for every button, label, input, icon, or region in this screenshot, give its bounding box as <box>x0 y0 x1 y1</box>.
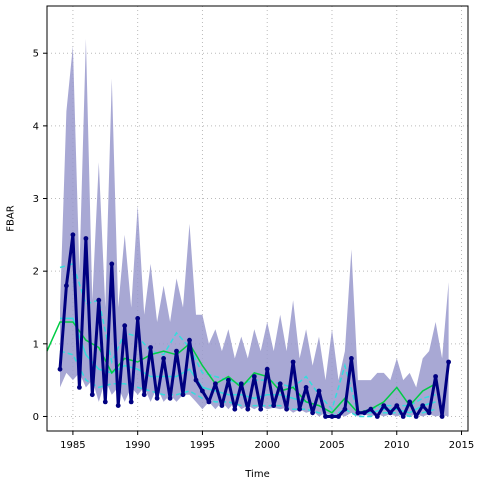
x-tick-label: 1985 <box>60 440 85 451</box>
estimate-point <box>413 414 419 419</box>
estimate-point <box>381 403 387 408</box>
estimate-point <box>374 414 380 419</box>
estimate-point <box>316 388 322 394</box>
estimate-point <box>394 403 400 408</box>
estimate-point <box>251 374 257 379</box>
x-tick-label: 2015 <box>449 440 474 451</box>
estimate-point <box>420 403 426 408</box>
estimate-point <box>77 385 82 390</box>
estimate-point <box>284 406 289 412</box>
y-tick-label: 4 <box>33 121 39 132</box>
estimate-point <box>433 374 438 379</box>
estimate-point <box>238 381 244 387</box>
y-tick-label: 0 <box>33 412 39 423</box>
estimate-point <box>115 403 121 408</box>
estimate-point <box>193 377 199 383</box>
estimate-point <box>446 359 451 365</box>
uncertainty-band <box>60 38 449 417</box>
estimate-point <box>258 406 264 412</box>
y-axis-label: FBAR <box>6 205 17 231</box>
estimate-point <box>206 399 212 405</box>
estimate-point <box>161 356 167 361</box>
estimate-point <box>271 403 277 408</box>
estimate-point <box>310 410 315 416</box>
estimate-point <box>290 359 296 365</box>
estimate-point <box>200 388 205 394</box>
estimate-point <box>174 348 179 354</box>
x-tick-label: 1995 <box>190 440 215 451</box>
estimate-point <box>148 345 154 350</box>
estimate-point <box>303 385 309 390</box>
estimate-point <box>70 232 76 238</box>
x-tick-label: 2000 <box>254 440 279 451</box>
y-tick-label: 5 <box>33 49 39 60</box>
estimate-point <box>387 410 393 416</box>
estimate-point <box>400 414 406 419</box>
estimate-point <box>128 399 134 405</box>
plot-frame <box>46 5 469 432</box>
estimate-point <box>277 381 283 387</box>
estimate-point <box>232 406 238 412</box>
estimate-point <box>336 414 341 419</box>
estimate-point <box>57 366 63 372</box>
estimate-point <box>187 337 192 343</box>
series-layer <box>46 38 451 419</box>
estimate-point <box>426 410 432 416</box>
estimate-point <box>342 406 348 412</box>
estimate-point <box>122 323 128 329</box>
x-tick-label: 2005 <box>319 440 344 451</box>
estimate-point <box>141 392 147 398</box>
x-tick-label: 2010 <box>384 440 409 451</box>
x-axis-label: Time <box>244 469 269 480</box>
estimate-point <box>102 399 108 405</box>
estimate-point <box>355 410 361 416</box>
estimate-point <box>83 236 89 241</box>
estimate-point <box>264 366 270 372</box>
estimate-point <box>96 297 102 303</box>
y-tick-label: 3 <box>33 194 39 205</box>
estimate-point <box>245 406 251 412</box>
estimate-point <box>167 395 173 401</box>
y-tick-label: 1 <box>33 339 39 350</box>
estimate-point <box>64 283 69 289</box>
estimate-point <box>154 395 160 401</box>
estimate-point <box>368 406 374 412</box>
estimate-point <box>180 392 186 398</box>
estimate-point <box>135 316 141 321</box>
estimate-point <box>109 261 115 267</box>
estimate-point <box>349 356 354 361</box>
estimate-point <box>213 381 218 387</box>
estimate-point <box>439 414 445 419</box>
estimate-point <box>297 406 302 412</box>
x-tick-label: 1990 <box>125 440 150 451</box>
y-tick-label: 2 <box>33 267 39 278</box>
axes: 1985 1990 1995 2000 2005 2010 2015 0 1 2 3 4 5 <box>33 49 475 451</box>
estimate-point <box>329 414 335 419</box>
estimate-point <box>407 399 413 405</box>
estimate-point <box>89 392 95 398</box>
estimate-point <box>219 403 225 408</box>
estimate-point <box>226 377 231 383</box>
estimate-point <box>362 410 367 416</box>
estimate-point <box>323 414 328 419</box>
